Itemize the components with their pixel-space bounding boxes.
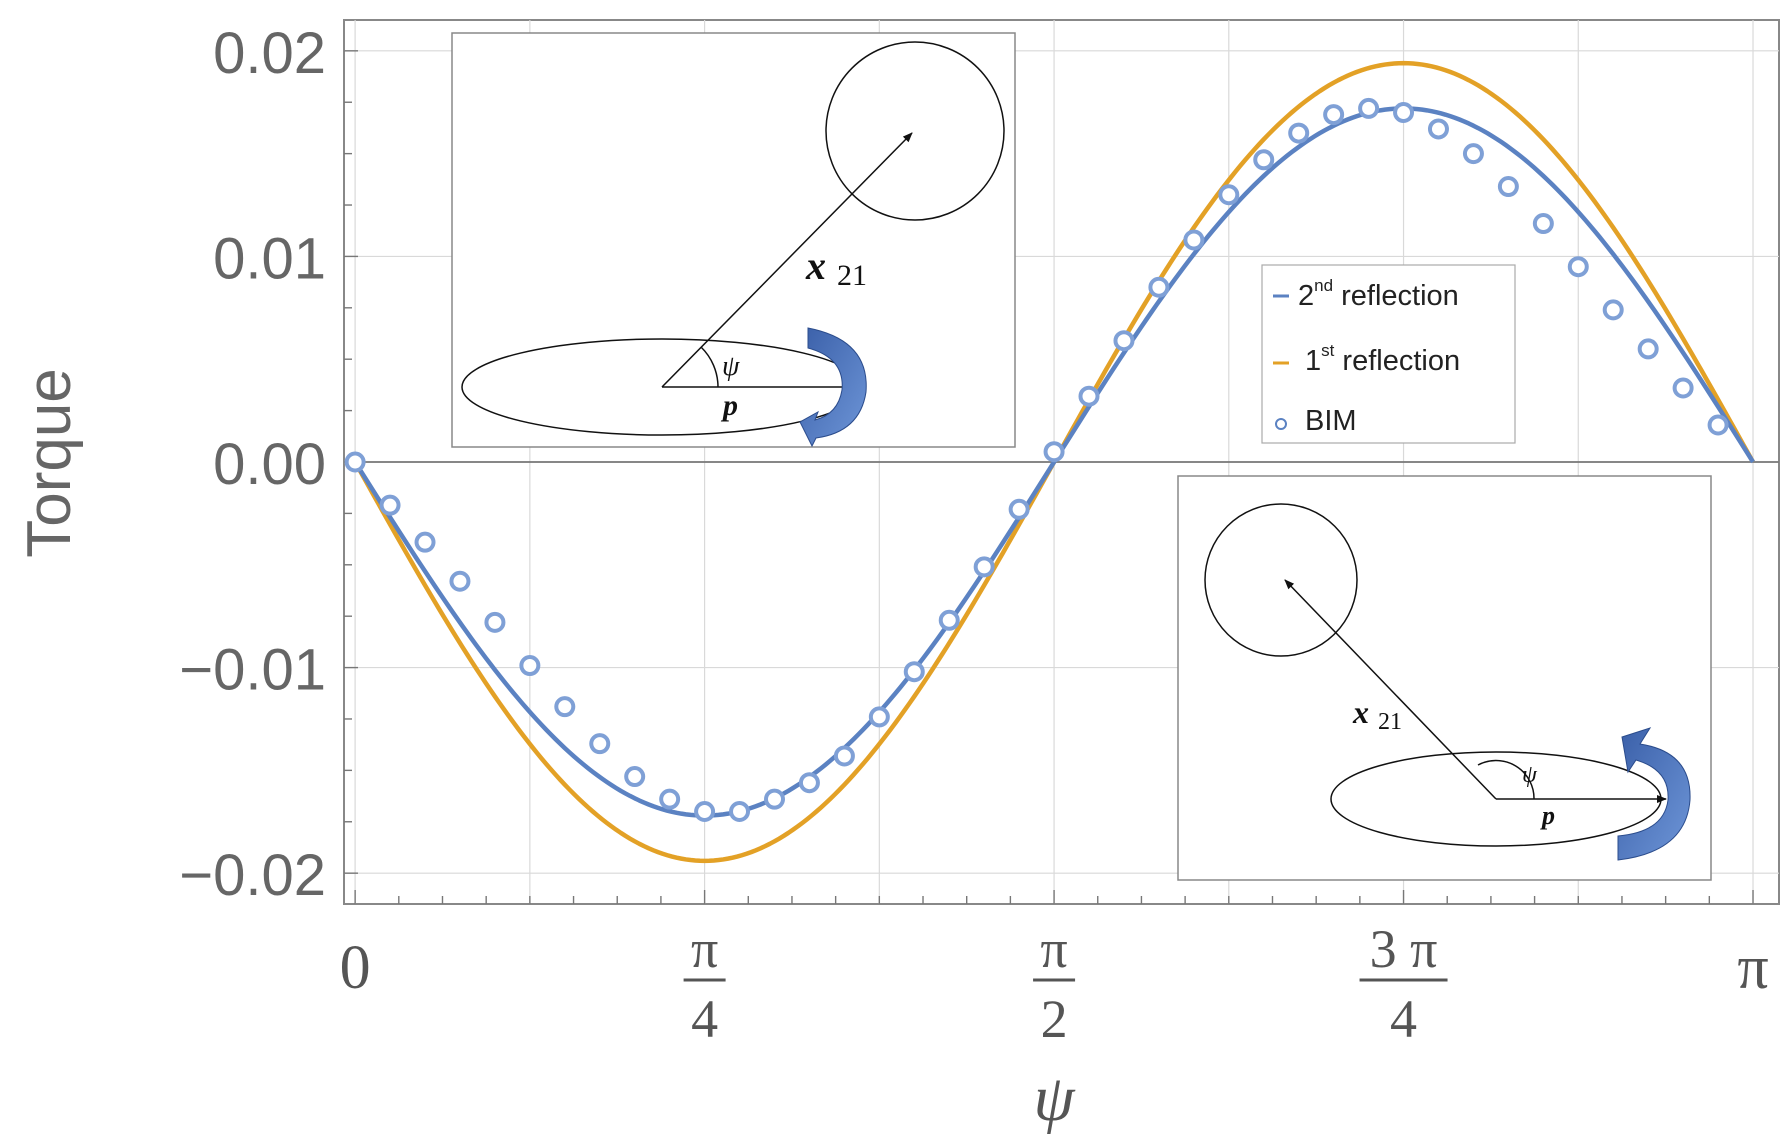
bim-data-point (1462, 143, 1484, 165)
bim-data-point (729, 800, 751, 822)
rotation-arrow-clockwise-icon (799, 327, 867, 448)
y-axis-label: Torque (15, 368, 84, 558)
inset-vector-x21 (661, 132, 913, 388)
x-tick-numerator: 3 π (1370, 919, 1438, 979)
x-tick-denominator: 4 (1390, 989, 1417, 1049)
bim-data-point (414, 531, 436, 553)
bim-data-point (449, 570, 471, 592)
x-tick-denominator: 4 (691, 989, 718, 1049)
x-tick-numerator: π (691, 919, 718, 979)
bim-data-point (1358, 97, 1380, 119)
bim-data-point (1672, 377, 1694, 399)
bim-data-point (1637, 338, 1659, 360)
inset-vector-x21 (1284, 579, 1497, 800)
inset-clockwise: ψ p x 21 (451, 32, 1016, 448)
legend-number: 2 (1298, 280, 1314, 312)
bim-data-point (1427, 118, 1449, 140)
bim-data-point (1323, 104, 1345, 126)
bim-data-point (1707, 414, 1729, 436)
bim-data-point (798, 772, 820, 794)
inset-vector-label: x (805, 243, 826, 288)
y-tick-label: 0.01 (213, 226, 326, 291)
bim-data-point (1253, 149, 1275, 171)
bim-data-point (903, 661, 925, 683)
legend-rest: reflection (1333, 280, 1459, 312)
x-tick-label: 0 (340, 934, 371, 1002)
bim-data-point (973, 556, 995, 578)
bim-data-point (1288, 122, 1310, 144)
bim-data-point (519, 655, 541, 677)
bim-data-point (659, 788, 681, 810)
bim-data-point (1008, 498, 1030, 520)
y-tick-label: −0.01 (179, 638, 326, 703)
y-tick-label: −0.02 (179, 843, 326, 908)
inset-vector-subscript: 21 (1378, 709, 1402, 735)
bim-data-point (379, 494, 401, 516)
inset-angle-arc (1477, 759, 1535, 800)
bim-data-point (344, 451, 366, 473)
y-tick-label: 0.02 (213, 21, 326, 86)
bim-data-point (1532, 213, 1554, 235)
inset-angle-label: ψ (1522, 762, 1538, 788)
bim-data-point (1497, 176, 1519, 198)
y-tick-label: 0.00 (213, 432, 326, 497)
bim-data-point (1113, 330, 1135, 352)
bim-data-point (1043, 441, 1065, 463)
bim-data-point (624, 766, 646, 788)
bim-data-point (833, 745, 855, 767)
inset-counterclockwise: ψ p x 21 (1177, 475, 1712, 881)
y-axis-ticks: 0.02 0.01 0.00 −0.01 −0.02 (179, 21, 358, 908)
legend-rest: reflection (1334, 345, 1460, 377)
inset-frame (1177, 475, 1712, 881)
x-axis-label: ψ (1034, 1062, 1076, 1135)
legend-frame (1261, 264, 1516, 444)
legend-number: 1 (1305, 345, 1321, 377)
rotation-arrow-counterclockwise-icon (1617, 727, 1691, 861)
legend-label-bim: BIM (1305, 405, 1357, 437)
inset-angle-label: ψ (722, 351, 740, 382)
x-tick-numerator: π (1040, 919, 1067, 979)
legend-label-1st-reflection: 1st reflection (1305, 341, 1460, 377)
bim-data-point (1078, 385, 1100, 407)
bim-data-point (589, 733, 611, 755)
inset-circle (1204, 503, 1358, 657)
x-axis-ticks: 0 π 4 π 2 3 π 4 π (340, 890, 1769, 1049)
bim-data-point (868, 706, 890, 728)
inset-axis-label: p (1540, 801, 1555, 830)
legend: 2nd reflection 1st reflection BIM (1261, 264, 1516, 444)
legend-superscript: nd (1314, 276, 1333, 295)
bim-data-point (694, 800, 716, 822)
legend-superscript: st (1321, 341, 1335, 360)
bim-data-point (764, 788, 785, 810)
bim-data-point (1393, 102, 1415, 124)
bim-data-point (554, 696, 576, 718)
legend-label-2nd-reflection: 2nd reflection (1298, 276, 1459, 312)
bim-data-point (1602, 299, 1624, 321)
legend-swatch-bim (1275, 418, 1287, 430)
bim-data-point (938, 609, 960, 631)
inset-frame (451, 32, 1016, 448)
bim-data-point (1148, 276, 1170, 298)
inset-circle (825, 41, 1005, 221)
x-tick-label: π (1737, 934, 1768, 1002)
bim-data-point (1183, 229, 1205, 251)
bim-data-point (1567, 256, 1589, 278)
inset-vector-label: x (1352, 694, 1369, 730)
inset-vector-subscript: 21 (837, 259, 867, 292)
series-layer (344, 60, 1755, 864)
inset-angle-arc (700, 346, 719, 388)
bim-data-point (484, 611, 506, 633)
bim-data-point (1218, 184, 1240, 206)
inset-axis-label: p (720, 389, 738, 422)
x-tick-denominator: 2 (1041, 989, 1068, 1049)
